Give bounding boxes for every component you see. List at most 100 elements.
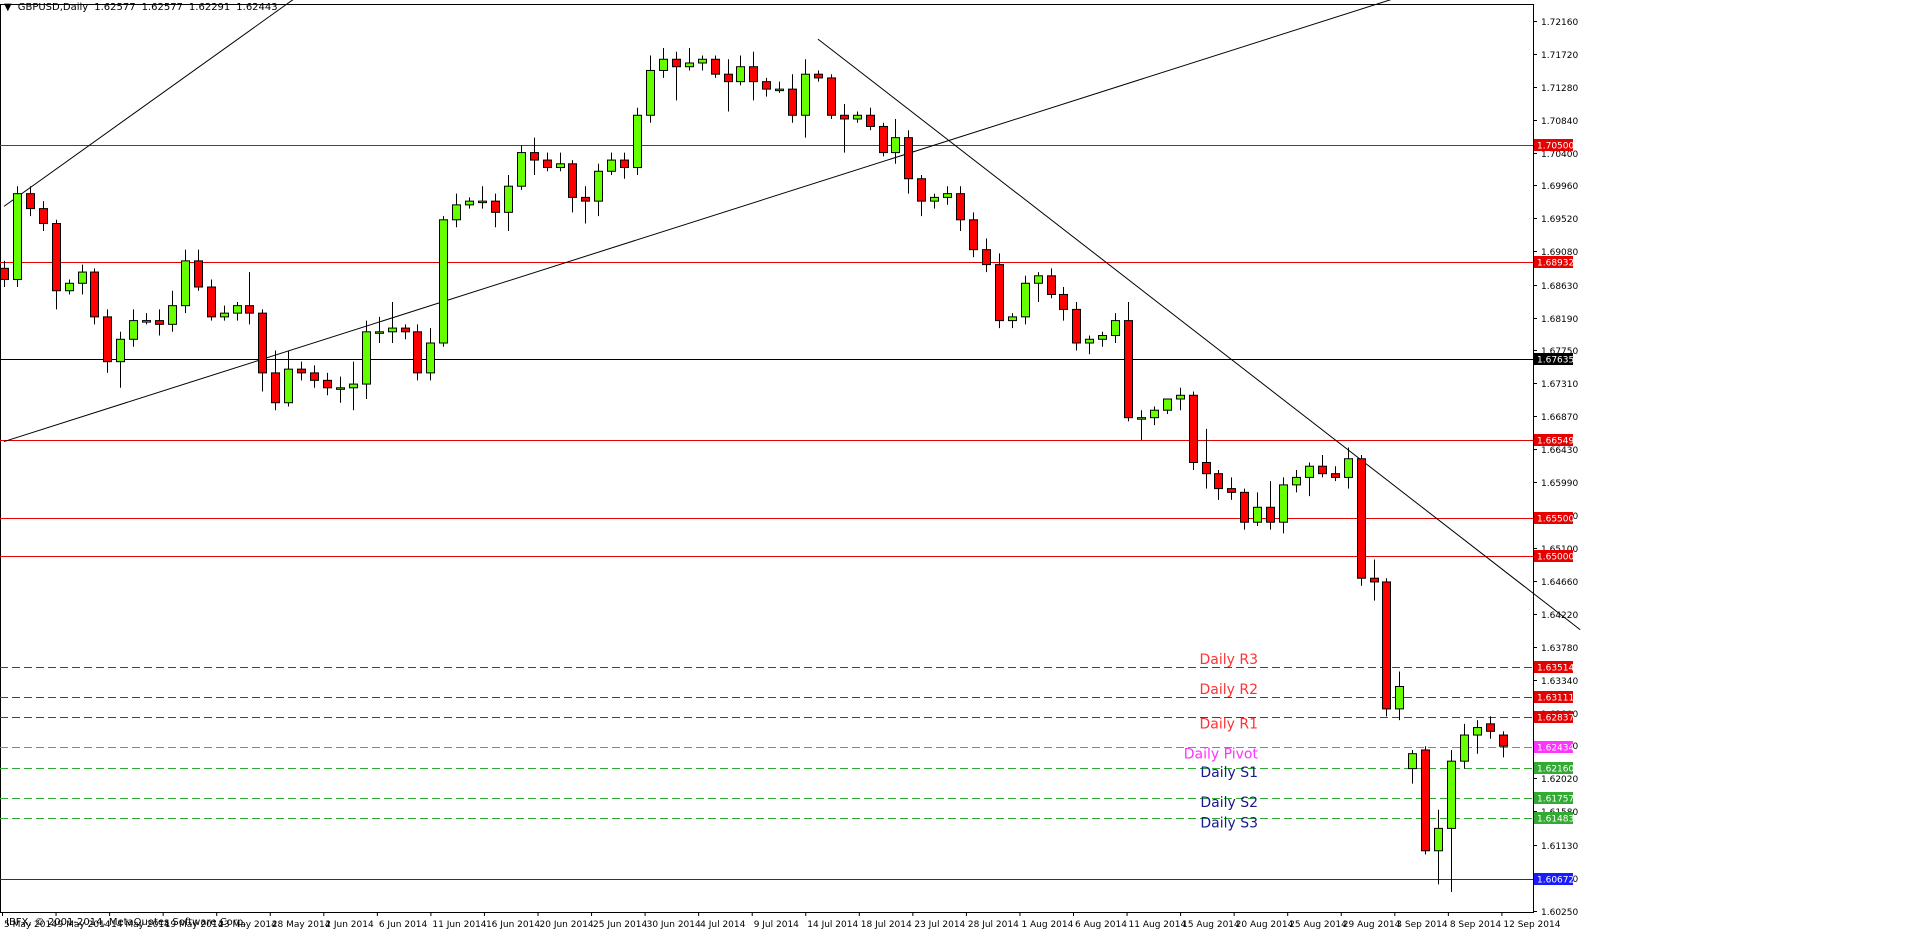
- y-tick-label: 1.66870: [1541, 413, 1578, 423]
- candle-body: [271, 372, 280, 404]
- open-value: 1.62577: [94, 2, 136, 13]
- candle-body: [103, 316, 112, 363]
- level-tag: [1534, 550, 1573, 562]
- candle: [245, 272, 254, 325]
- candle-body: [1305, 465, 1314, 478]
- y-tick-label: 1.65990: [1541, 479, 1578, 489]
- y-tick-label: 1.71720: [1541, 51, 1578, 61]
- y-axis: 1.72160 1.71720 1.71280 1.70840 1.70400 1.699…: [1533, 18, 1578, 918]
- candle-body: [685, 62, 694, 68]
- dropdown-arrow-icon[interactable]: ▼: [4, 2, 12, 13]
- candle: [1447, 749, 1456, 892]
- candle: [142, 313, 151, 325]
- candle-body: [827, 77, 836, 116]
- candle: [943, 186, 952, 205]
- candle-body: [39, 208, 48, 225]
- candle-body: [1279, 484, 1288, 523]
- x-tick-label: 2 Jun 2014: [325, 920, 374, 930]
- y-tick-label: 1.61130: [1541, 842, 1578, 852]
- y-tick-label: 1.67310: [1541, 380, 1578, 390]
- candle-body: [762, 81, 771, 90]
- candle: [452, 193, 461, 228]
- candle-body: [349, 383, 358, 389]
- candle-body: [853, 114, 862, 120]
- price-levels: [0, 145, 1533, 880]
- level-tag: [1534, 512, 1573, 524]
- close-value: 1.62443: [236, 2, 278, 13]
- candle-body: [401, 327, 410, 333]
- candle-body: [220, 312, 229, 318]
- candle: [1214, 469, 1223, 500]
- x-tick-label: 20 Aug 2014: [1236, 920, 1294, 930]
- candle: [1124, 301, 1133, 422]
- y-tick-label: 1.70840: [1541, 117, 1578, 127]
- candle: [90, 268, 99, 325]
- candle-body: [1473, 727, 1482, 736]
- candle-body: [1111, 320, 1120, 337]
- candle: [1150, 406, 1159, 426]
- x-tick-label: 23 May 2014: [218, 920, 277, 930]
- candle: [711, 55, 720, 78]
- candle-body: [0, 267, 9, 281]
- candle: [659, 48, 668, 78]
- candle: [362, 320, 371, 400]
- candle: [0, 260, 9, 288]
- plot-border: [0, 4, 1534, 913]
- level-tag: [1534, 434, 1573, 446]
- level-tag: [1534, 792, 1573, 804]
- x-tick-label: 25 Aug 2014: [1289, 920, 1347, 930]
- candle-body: [52, 223, 61, 292]
- candle-body: [543, 159, 552, 169]
- candle: [504, 174, 513, 231]
- candle-body: [749, 66, 758, 83]
- candle-body: [1059, 293, 1068, 310]
- candle-body: [801, 73, 810, 116]
- candle-body: [1344, 458, 1353, 478]
- candle: [78, 264, 87, 295]
- level-tag: [1534, 661, 1573, 673]
- candle: [1460, 723, 1469, 769]
- y-tick-label: 1.64660: [1541, 578, 1578, 588]
- x-tick-label: 25 Jun 2014: [593, 920, 647, 930]
- candle: [1137, 410, 1146, 441]
- level-tag: [1534, 812, 1573, 824]
- candle-body: [129, 320, 138, 340]
- level-tag: [1534, 353, 1573, 365]
- trendline: [3, 0, 1392, 443]
- x-tick-label: 4 Jul 2014: [700, 920, 745, 930]
- candle-body: [439, 219, 448, 344]
- candle: [879, 122, 888, 157]
- candle-body: [1008, 316, 1017, 322]
- candle: [491, 193, 500, 228]
- candle: [52, 219, 61, 310]
- candle: [13, 186, 22, 288]
- x-tick-label: 30 Jun 2014: [647, 920, 701, 930]
- candle-body: [724, 73, 733, 83]
- candle: [116, 331, 125, 388]
- candle-body: [594, 170, 603, 202]
- candle-body: [659, 58, 668, 71]
- candle-body: [775, 88, 784, 92]
- candle: [1357, 455, 1366, 586]
- candle-body: [1370, 577, 1379, 583]
- low-value: 1.62291: [188, 2, 231, 13]
- candle-body: [116, 338, 125, 363]
- chart-title-bar: ▼ GBPUSD,Daily 1.62577 1.62577 1.62291 1.6244…: [4, 2, 284, 13]
- level-tag-label: 1.63111: [1537, 694, 1574, 704]
- candle: [995, 253, 1004, 329]
- candle: [1266, 481, 1275, 530]
- candle-body: [258, 312, 267, 374]
- candle-body: [672, 58, 681, 68]
- candle: [1473, 720, 1482, 754]
- candle-body: [465, 200, 474, 206]
- candle: [956, 186, 965, 231]
- candle-body: [646, 69, 655, 116]
- candle-body: [13, 193, 22, 281]
- candle-body: [233, 305, 242, 314]
- candle: [349, 361, 358, 411]
- candle-body: [362, 331, 371, 385]
- candle-body: [995, 264, 1004, 322]
- candle: [194, 249, 203, 291]
